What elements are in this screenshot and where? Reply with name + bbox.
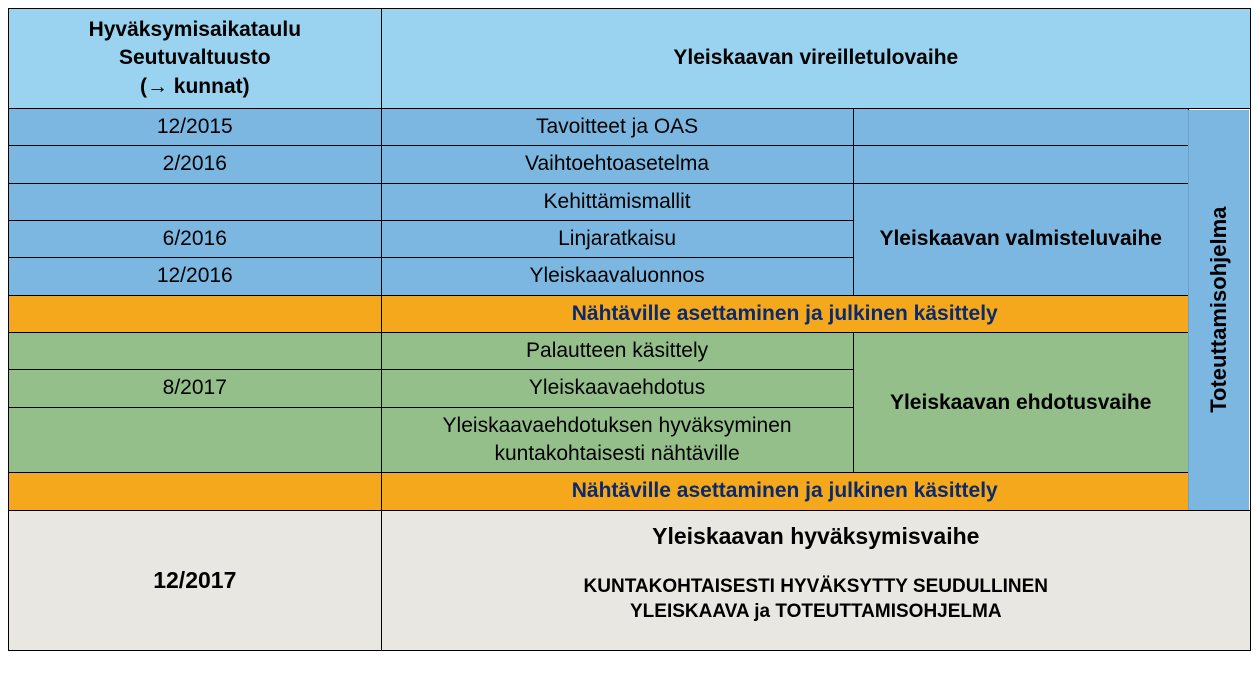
final-date: 12/2017 <box>9 510 382 650</box>
final-title: Yleiskaavan hyväksymisvaihe <box>388 521 1244 552</box>
public-display-text: Nähtäville asettaminen ja julkinen käsit… <box>381 295 1188 332</box>
phase-valmistelu-label: Yleiskaavan valmisteluvaihe <box>879 227 1162 250</box>
table-row: Kehittämismallit Yleiskaavan valmisteluv… <box>9 183 1251 220</box>
activity-cell: Palautteen käsittely <box>381 333 853 370</box>
date-cell: 2/2016 <box>9 146 382 183</box>
table-row: 12/2015 Tavoitteet ja OAS Toteuttamisohj… <box>9 109 1251 146</box>
date-cell: 12/2016 <box>9 258 382 295</box>
schedule-table: Hyväksymisaikataulu Seutuvaltuusto (→ ku… <box>8 8 1251 651</box>
phase-ehdotus: Yleiskaavan ehdotusvaihe <box>853 333 1188 473</box>
activity-cell: Yleiskaavaluonnos <box>381 258 853 295</box>
date-cell <box>9 407 382 473</box>
activity-line2: kuntakohtaisesti nähtäville <box>494 442 739 465</box>
phase-valmistelu: Yleiskaavan valmisteluvaihe <box>853 183 1188 295</box>
final-content: Yleiskaavan hyväksymisvaihe KUNTAKOHTAIS… <box>381 510 1250 650</box>
header-col1-line2: Seutuvaltuusto <box>119 46 271 69</box>
date-cell: 6/2016 <box>9 221 382 258</box>
date-cell <box>9 183 382 220</box>
header-col1: Hyväksymisaikataulu Seutuvaltuusto (→ ku… <box>9 9 382 109</box>
date-cell: 12/2015 <box>9 109 382 146</box>
final-row: 12/2017 Yleiskaavan hyväksymisvaihe KUNT… <box>9 510 1251 650</box>
activity-cell: Linjaratkaisu <box>381 221 853 258</box>
activity-cell: Kehittämismallit <box>381 183 853 220</box>
date-cell: 8/2017 <box>9 370 382 407</box>
table-row: Palautteen käsittely Yleiskaavan ehdotus… <box>9 333 1251 370</box>
phase-cell-empty <box>853 146 1188 183</box>
date-cell <box>9 473 382 510</box>
activity-cell: Yleiskaavaehdotus <box>381 370 853 407</box>
activity-cell: Vaihtoehtoasetelma <box>381 146 853 183</box>
schedule-table-container: Hyväksymisaikataulu Seutuvaltuusto (→ ku… <box>0 0 1259 680</box>
activity-cell: Yleiskaavaehdotuksen hyväksyminen kuntak… <box>381 407 853 473</box>
public-display-row: Nähtäville asettaminen ja julkinen käsit… <box>9 473 1251 510</box>
public-display-row: Nähtäville asettaminen ja julkinen käsit… <box>9 295 1251 332</box>
final-sub-line1: KUNTAKOHTAISESTI HYVÄKSYTTY SEUDULLINEN <box>388 574 1244 600</box>
activity-cell: Tavoitteet ja OAS <box>381 109 853 146</box>
header-col1-line3: (→ kunnat) <box>140 75 250 98</box>
header-col2: Yleiskaavan vireilletulovaihe <box>381 9 1250 109</box>
date-cell <box>9 295 382 332</box>
public-display-text: Nähtäville asettaminen ja julkinen käsit… <box>381 473 1188 510</box>
phase-ehdotus-label: Yleiskaavan ehdotusvaihe <box>890 391 1151 414</box>
phase-cell-empty <box>853 109 1188 146</box>
side-label: Toteuttamisohjelma <box>1188 109 1250 511</box>
table-row: 2/2016 Vaihtoehtoasetelma <box>9 146 1251 183</box>
header-row: Hyväksymisaikataulu Seutuvaltuusto (→ ku… <box>9 9 1251 109</box>
date-cell <box>9 333 382 370</box>
activity-line1: Yleiskaavaehdotuksen hyväksyminen <box>443 414 792 437</box>
header-col1-line1: Hyväksymisaikataulu <box>89 18 301 41</box>
final-sub-line2: YLEISKAAVA ja TOTEUTTAMISOHJELMA <box>388 599 1244 625</box>
